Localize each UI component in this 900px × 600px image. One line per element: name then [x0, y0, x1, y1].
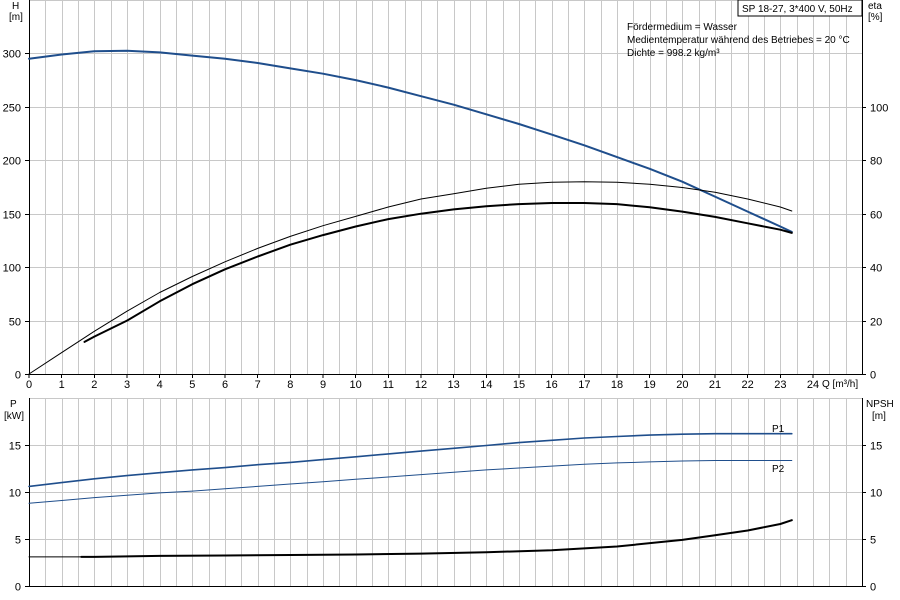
top-left-axis-unit: [m]: [9, 12, 23, 23]
left-tick-label: 15: [9, 441, 21, 453]
left-tick-label: 200: [3, 156, 21, 168]
x-tick-label: 14: [480, 379, 492, 391]
left-tick-label: 100: [3, 263, 21, 275]
left-tick-label: 50: [9, 317, 21, 329]
x-tick-label: 1: [59, 379, 65, 391]
x-tick-label: 18: [611, 379, 623, 391]
x-tick-label: 4: [157, 379, 163, 391]
right-tick-label: 40: [870, 263, 882, 275]
pump-title: SP 18-27, 3*400 V, 50Hz: [742, 4, 853, 15]
x-tick-label: 2: [91, 379, 97, 391]
x-tick-label: 16: [546, 379, 558, 391]
right-tick-label: 20: [870, 317, 882, 329]
x-tick-label: 13: [448, 379, 460, 391]
x-tick-label: 24: [807, 379, 819, 391]
right-tick-label: 80: [870, 156, 882, 168]
x-tick-label: 7: [255, 379, 261, 391]
left-tick-label: 5: [15, 535, 21, 547]
x-tick-label: 3: [124, 379, 130, 391]
right-tick-label: 15: [870, 441, 882, 453]
x-tick-label: 15: [513, 379, 525, 391]
right-tick-label: 100: [870, 103, 888, 115]
series-line-0-2: [83, 202, 793, 343]
x-tick-label: 19: [644, 379, 656, 391]
series-line-0-0: [28, 49, 793, 233]
series-label-p2: P2: [772, 464, 785, 475]
pump-title-box: [737, 0, 863, 17]
bottom-left-axis-unit: [kW]: [4, 411, 24, 422]
x-tick-label: 22: [742, 379, 754, 391]
top-right-axis-title: eta: [868, 1, 882, 12]
bottom-right-axis-unit: [m]: [872, 411, 886, 422]
x-tick-label: 6: [222, 379, 228, 391]
left-tick-label: 300: [3, 49, 21, 61]
series-label-p1: P1: [772, 424, 785, 435]
x-tick-label: 0: [26, 379, 32, 391]
info-line-density: Dichte = 998.2 kg/m³: [627, 48, 720, 59]
right-tick-label: 5: [870, 535, 876, 547]
x-tick-label: 20: [676, 379, 688, 391]
x-axis-label: Q [m³/h]: [822, 379, 858, 390]
x-tick-label: 23: [774, 379, 786, 391]
right-tick-label: 0: [870, 370, 876, 382]
info-line-medium: Fördermedium = Wasser: [627, 22, 738, 33]
right-tick-label: 60: [870, 210, 882, 222]
left-tick-label: 150: [3, 210, 21, 222]
x-tick-label: 17: [578, 379, 590, 391]
x-tick-label: 12: [415, 379, 427, 391]
bottom-right-axis-title: NPSH: [866, 399, 894, 410]
x-tick-label: 10: [350, 379, 362, 391]
top-left-axis-title: H: [12, 1, 19, 12]
x-tick-label: 21: [709, 379, 721, 391]
bottom-left-axis-title: P: [10, 399, 17, 410]
grid-layer: [29, 0, 862, 586]
right-tick-label: 0: [870, 582, 876, 594]
x-tick-label: 5: [189, 379, 195, 391]
info-line-temperature: Medientemperatur während des Betriebes =…: [627, 35, 850, 46]
right-tick-label: 10: [870, 488, 882, 500]
top-right-axis-unit: [%]: [868, 12, 883, 23]
series-line-1-2: [80, 519, 793, 558]
series-line-1-0: [28, 432, 793, 488]
axes-layer: [25, 0, 866, 587]
series-line-1-1: [28, 460, 793, 504]
x-tick-label: 8: [287, 379, 293, 391]
x-tick-label: 9: [320, 379, 326, 391]
left-tick-label: 250: [3, 103, 21, 115]
left-tick-label: 0: [15, 582, 21, 594]
series-layer: [28, 49, 793, 558]
x-tick-label: 11: [383, 379, 394, 391]
left-tick-label: 10: [9, 488, 21, 500]
series-line-0-1: [28, 181, 793, 375]
left-tick-label: 0: [15, 370, 21, 382]
